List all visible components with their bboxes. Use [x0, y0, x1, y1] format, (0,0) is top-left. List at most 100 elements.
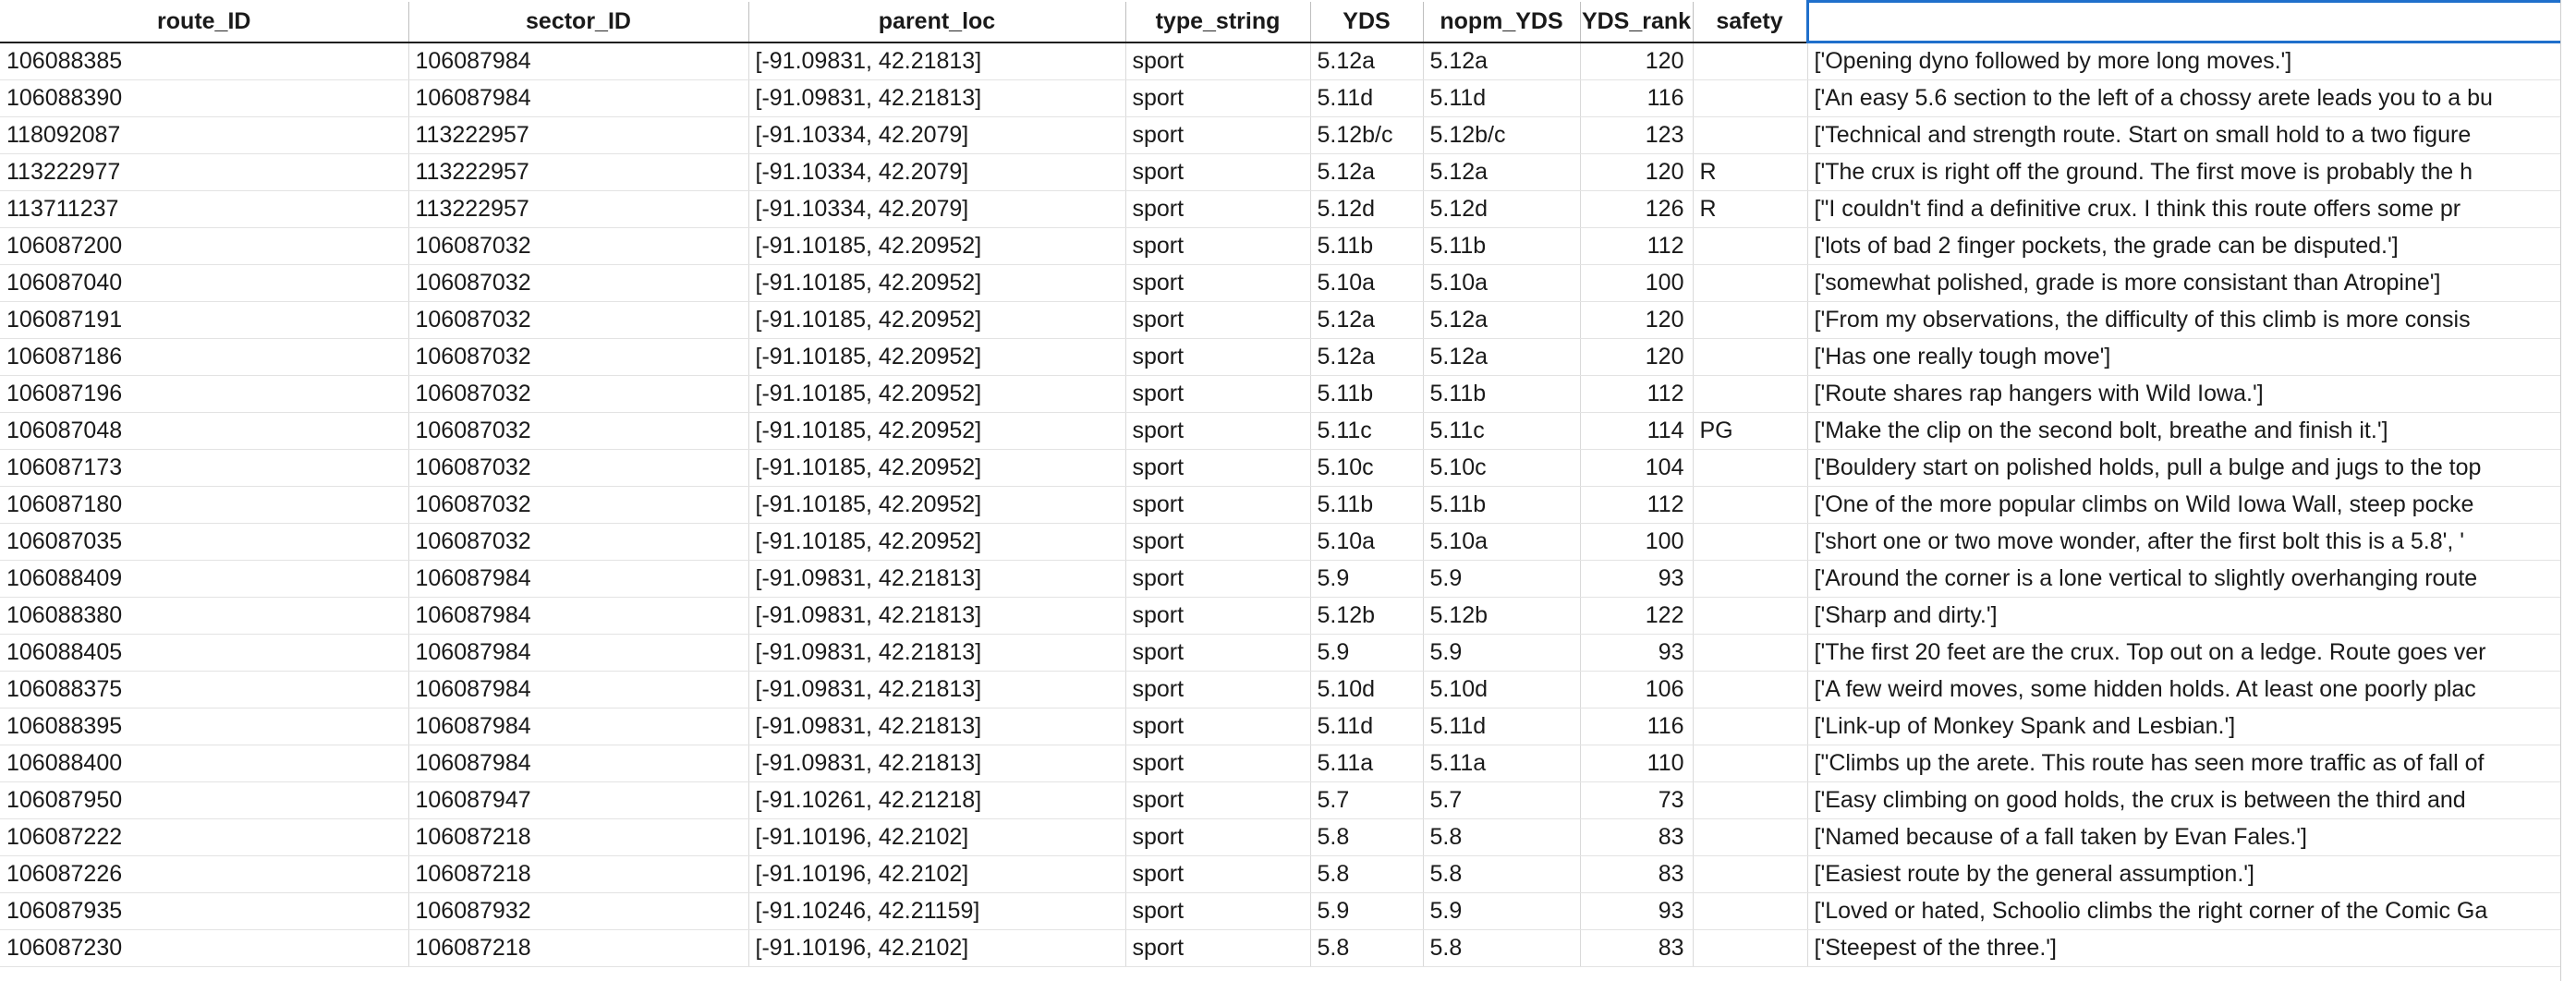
cell-safety[interactable]	[1693, 486, 1808, 524]
cell-yds-rank[interactable]: 104	[1580, 449, 1694, 487]
cell-type-string[interactable]: sport	[1125, 264, 1311, 302]
cell-yds-rank[interactable]: 83	[1580, 929, 1694, 967]
cell-type-string[interactable]: sport	[1125, 523, 1311, 561]
cell-description[interactable]: ['A few weird moves, some hidden holds. …	[1807, 671, 2576, 708]
cell-nopm-yds[interactable]: 5.9	[1423, 634, 1581, 672]
cell-type-string[interactable]: sport	[1125, 855, 1311, 893]
cell-yds-rank[interactable]: 120	[1580, 153, 1694, 191]
cell-yds[interactable]: 5.12a	[1310, 338, 1424, 376]
cell-parent-loc[interactable]: [-91.09831, 42.21813]	[748, 745, 1126, 782]
cell-safety[interactable]	[1693, 338, 1808, 376]
cell-nopm-yds[interactable]: 5.12a	[1423, 42, 1581, 80]
cell-sector-id[interactable]: 106087984	[408, 79, 749, 117]
cell-route-id[interactable]: 106087040	[0, 264, 409, 302]
cell-route-id[interactable]: 106088380	[0, 597, 409, 635]
cell-parent-loc[interactable]: [-91.10334, 42.2079]	[748, 153, 1126, 191]
cell-description[interactable]: ['An easy 5.6 section to the left of a c…	[1807, 79, 2576, 117]
cell-route-id[interactable]: 106087173	[0, 449, 409, 487]
cell-description[interactable]: ['Easy climbing on good holds, the crux …	[1807, 781, 2576, 819]
cell-parent-loc[interactable]: [-91.10261, 42.21218]	[748, 781, 1126, 819]
cell-nopm-yds[interactable]: 5.12a	[1423, 301, 1581, 339]
cell-parent-loc[interactable]: [-91.10246, 42.21159]	[748, 892, 1126, 930]
cell-nopm-yds[interactable]: 5.11b	[1423, 486, 1581, 524]
cell-route-id[interactable]: 106087048	[0, 412, 409, 450]
vertical-scrollbar-edge[interactable]	[2560, 0, 2576, 981]
cell-yds[interactable]: 5.11b	[1310, 227, 1424, 265]
cell-sector-id[interactable]: 113222957	[408, 116, 749, 154]
cell-nopm-yds[interactable]: 5.10a	[1423, 523, 1581, 561]
cell-parent-loc[interactable]: [-91.10196, 42.2102]	[748, 929, 1126, 967]
cell-nopm-yds[interactable]: 5.10c	[1423, 449, 1581, 487]
cell-description[interactable]: ['Has one really tough move']	[1807, 338, 2576, 376]
cell-yds-rank[interactable]: 116	[1580, 708, 1694, 745]
header-active-cell[interactable]	[1805, 0, 2576, 43]
cell-yds-rank[interactable]: 83	[1580, 855, 1694, 893]
cell-route-id[interactable]: 106088409	[0, 560, 409, 598]
cell-sector-id[interactable]: 106087932	[408, 892, 749, 930]
header-route-id[interactable]: route_ID	[0, 1, 409, 43]
cell-type-string[interactable]: sport	[1125, 301, 1311, 339]
cell-nopm-yds[interactable]: 5.10a	[1423, 264, 1581, 302]
cell-description[interactable]: ['Opening dyno followed by more long mov…	[1807, 42, 2576, 80]
cell-description[interactable]: ['Make the clip on the second bolt, brea…	[1807, 412, 2576, 450]
cell-type-string[interactable]: sport	[1125, 560, 1311, 598]
cell-route-id[interactable]: 106087196	[0, 375, 409, 413]
cell-nopm-yds[interactable]: 5.9	[1423, 560, 1581, 598]
cell-yds-rank[interactable]: 93	[1580, 634, 1694, 672]
cell-sector-id[interactable]: 106087218	[408, 929, 749, 967]
cell-yds-rank[interactable]: 120	[1580, 42, 1694, 80]
cell-route-id[interactable]: 106087935	[0, 892, 409, 930]
cell-nopm-yds[interactable]: 5.12b	[1423, 597, 1581, 635]
cell-sector-id[interactable]: 106087032	[408, 227, 749, 265]
cell-yds[interactable]: 5.11b	[1310, 486, 1424, 524]
cell-yds[interactable]: 5.8	[1310, 818, 1424, 856]
cell-yds-rank[interactable]: 73	[1580, 781, 1694, 819]
cell-sector-id[interactable]: 113222957	[408, 190, 749, 228]
cell-safety[interactable]: R	[1693, 190, 1808, 228]
cell-parent-loc[interactable]: [-91.10185, 42.20952]	[748, 227, 1126, 265]
cell-description[interactable]: ['One of the more popular climbs on Wild…	[1807, 486, 2576, 524]
cell-parent-loc[interactable]: [-91.09831, 42.21813]	[748, 634, 1126, 672]
cell-sector-id[interactable]: 106087947	[408, 781, 749, 819]
header-type-string[interactable]: type_string	[1125, 1, 1311, 43]
cell-route-id[interactable]: 106088395	[0, 708, 409, 745]
cell-parent-loc[interactable]: [-91.09831, 42.21813]	[748, 42, 1126, 80]
cell-description[interactable]: ['Steepest of the three.']	[1807, 929, 2576, 967]
cell-type-string[interactable]: sport	[1125, 116, 1311, 154]
cell-description[interactable]: ['Easiest route by the general assumptio…	[1807, 855, 2576, 893]
cell-nopm-yds[interactable]: 5.11d	[1423, 708, 1581, 745]
cell-safety[interactable]	[1693, 264, 1808, 302]
cell-yds-rank[interactable]: 112	[1580, 227, 1694, 265]
header-yds-rank[interactable]: YDS_rank	[1580, 1, 1694, 43]
cell-type-string[interactable]: sport	[1125, 412, 1311, 450]
cell-parent-loc[interactable]: [-91.09831, 42.21813]	[748, 597, 1126, 635]
cell-type-string[interactable]: sport	[1125, 708, 1311, 745]
cell-nopm-yds[interactable]: 5.12d	[1423, 190, 1581, 228]
cell-description[interactable]: ['Link-up of Monkey Spank and Lesbian.']	[1807, 708, 2576, 745]
cell-safety[interactable]	[1693, 116, 1808, 154]
cell-type-string[interactable]: sport	[1125, 227, 1311, 265]
cell-sector-id[interactable]: 113222957	[408, 153, 749, 191]
cell-type-string[interactable]: sport	[1125, 781, 1311, 819]
cell-safety[interactable]	[1693, 523, 1808, 561]
cell-parent-loc[interactable]: [-91.10334, 42.2079]	[748, 190, 1126, 228]
cell-description[interactable]: ["I couldn't find a definitive crux. I t…	[1807, 190, 2576, 228]
cell-sector-id[interactable]: 106087032	[408, 264, 749, 302]
cell-yds-rank[interactable]: 122	[1580, 597, 1694, 635]
cell-description[interactable]: ['lots of bad 2 finger pockets, the grad…	[1807, 227, 2576, 265]
cell-route-id[interactable]: 106088405	[0, 634, 409, 672]
cell-yds-rank[interactable]: 110	[1580, 745, 1694, 782]
cell-sector-id[interactable]: 106087032	[408, 412, 749, 450]
cell-safety[interactable]	[1693, 301, 1808, 339]
cell-type-string[interactable]: sport	[1125, 79, 1311, 117]
cell-route-id[interactable]: 106087200	[0, 227, 409, 265]
cell-sector-id[interactable]: 106087032	[408, 523, 749, 561]
cell-nopm-yds[interactable]: 5.8	[1423, 818, 1581, 856]
cell-safety[interactable]	[1693, 671, 1808, 708]
cell-route-id[interactable]: 106087191	[0, 301, 409, 339]
cell-yds-rank[interactable]: 93	[1580, 560, 1694, 598]
cell-sector-id[interactable]: 106087032	[408, 338, 749, 376]
cell-yds[interactable]: 5.9	[1310, 634, 1424, 672]
cell-sector-id[interactable]: 106087032	[408, 486, 749, 524]
cell-route-id[interactable]: 106087950	[0, 781, 409, 819]
